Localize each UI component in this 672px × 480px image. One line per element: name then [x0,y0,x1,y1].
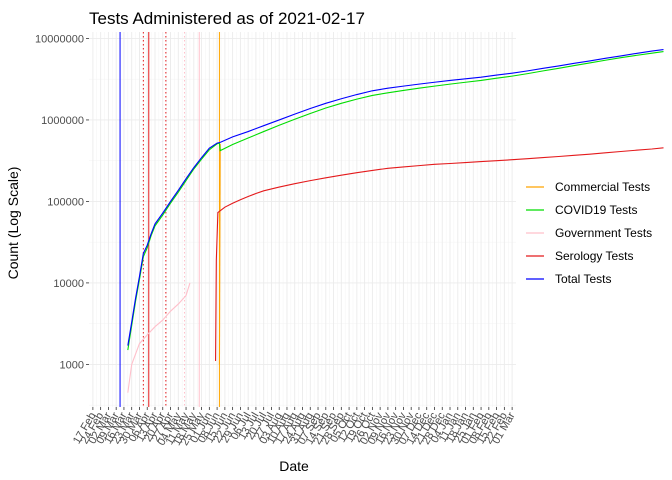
minor-gridlines [89,32,516,407]
y-tick-label: 100000 [47,196,84,208]
y-axis-title: Count (Log Scale) [5,167,21,280]
plot-area [89,32,664,407]
legend-label: Commercial Tests [555,180,650,194]
series-line-commercial-tests [218,143,221,365]
y-tick-label: 10000 [53,278,84,290]
series-line-total-tests [127,49,664,346]
legend-label: Total Tests [555,272,611,286]
series-line-covid19-tests [127,51,664,351]
y-tick-label: 1000000 [41,115,84,127]
legend-label: Serology Tests [555,249,634,263]
y-axis-ticks: 1000 10000 100000 1000000 10000000 [35,33,89,371]
chart-title: Tests Administered as of 2021-02-17 [89,9,365,28]
x-axis-title: Date [279,458,309,474]
legend-label: Government Tests [555,226,652,240]
y-tick-label: 10000000 [35,33,84,45]
series-lines [127,49,664,393]
series-line-serology-tests [215,147,664,362]
major-gridlines [89,32,516,407]
series-line-government-tests [127,282,191,393]
legend: Commercial Tests COVID19 Tests Government … [526,180,652,286]
y-tick-label: 1000 [60,359,84,371]
legend-label: COVID19 Tests [555,203,637,217]
